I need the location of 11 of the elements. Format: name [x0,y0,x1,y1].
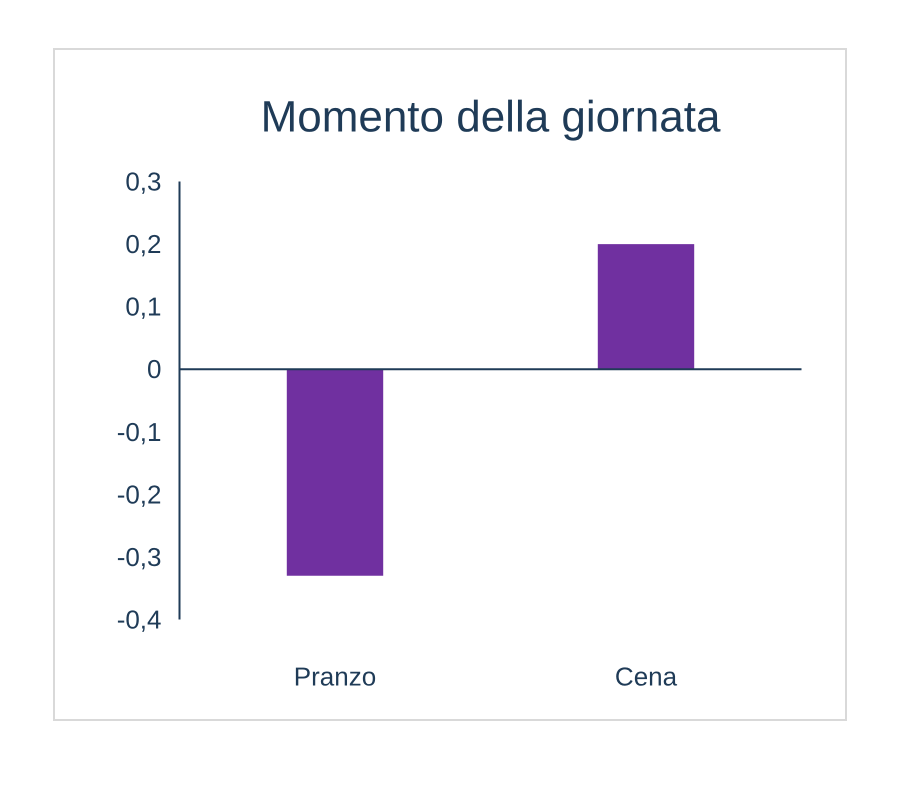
y-tick-label: 0 [147,354,162,384]
x-tick-label: Pranzo [294,662,376,692]
y-tick-label: -0,2 [116,479,162,510]
y-tick-label: 0,2 [125,229,162,260]
y-tick-label: -0,4 [116,604,162,634]
y-tick-label: -0,3 [116,542,162,572]
y-tick-label: 0,3 [125,166,162,196]
y-tick-label: -0,1 [116,416,162,447]
x-tick-label: Cena [614,662,678,692]
chart-title: Momento della giornata [260,92,721,142]
y-tick-label: 0,1 [125,292,162,322]
